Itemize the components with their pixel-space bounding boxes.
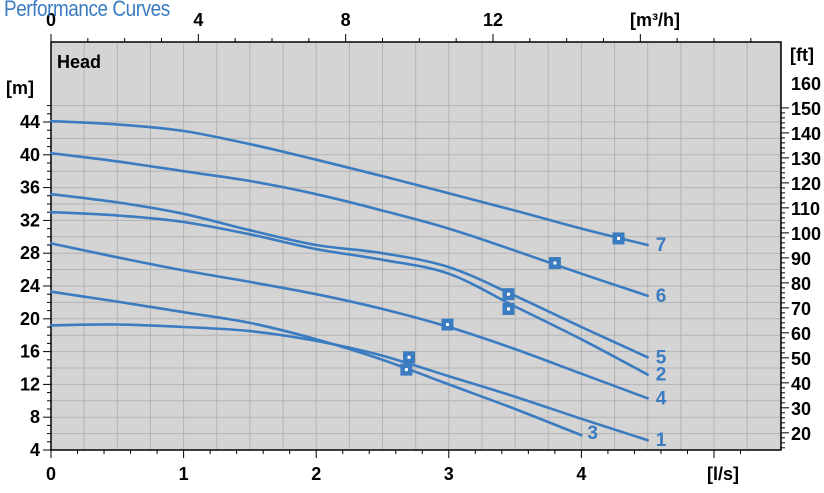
right-axis-tick-label: 100 [791, 224, 821, 244]
bottom-axis-tick-label: 2 [311, 464, 321, 484]
right-axis-tick-label: 160 [791, 74, 821, 94]
series-label-2: 2 [656, 365, 667, 386]
right-axis-tick-label: 150 [791, 99, 821, 119]
top-axis-tick-label: 12 [483, 10, 503, 30]
series-marker-center-5 [506, 292, 510, 296]
left-axis-tick-label: 4 [30, 440, 40, 460]
right-axis-tick-label: 130 [791, 149, 821, 169]
left-axis-tick-label: 36 [20, 178, 40, 198]
plot-head-label: Head [57, 52, 101, 72]
series-label-5: 5 [656, 347, 667, 368]
series-label-4: 4 [656, 388, 667, 409]
left-axis-tick-label: 8 [30, 407, 40, 427]
series-line-5 [49, 192, 649, 359]
right-axis-tick-label: 60 [791, 324, 811, 344]
chart-title: Performance Curves [4, 0, 170, 21]
left-axis-unit-label: [m] [6, 78, 34, 98]
series-line-4 [49, 242, 649, 400]
left-axis-tick-label: 16 [20, 342, 40, 362]
top-axis-tick-label: 4 [193, 10, 203, 30]
right-axis-unit-label: [ft] [790, 45, 814, 65]
top-axis-unit-label: [m³/h] [630, 10, 680, 30]
series-marker-center-3 [404, 368, 408, 372]
series-marker-center-6 [553, 261, 557, 265]
right-axis-tick-label: 40 [791, 374, 811, 394]
bottom-axis-tick-label: 1 [179, 464, 189, 484]
right-axis-tick-label: 140 [791, 124, 821, 144]
right-axis-tick-label: 30 [791, 399, 811, 419]
series-marker-center-2 [506, 307, 510, 311]
series-line-3 [49, 290, 583, 437]
right-axis-tick-label: 90 [791, 249, 811, 269]
left-axis-tick-label: 20 [20, 309, 40, 329]
series-marker-center-4 [445, 323, 449, 327]
bottom-axis-tick-label: 3 [444, 464, 454, 484]
right-axis-tick-label: 110 [791, 199, 820, 219]
right-axis-tick-label: 80 [791, 274, 811, 294]
bottom-axis-tick-label: 4 [576, 464, 586, 484]
right-axis-tick-label: 50 [791, 349, 811, 369]
series-label-1: 1 [656, 430, 667, 451]
bottom-axis-tick-label: 0 [46, 464, 56, 484]
left-axis-tick-label: 12 [20, 374, 40, 394]
right-axis-tick-label: 120 [791, 174, 821, 194]
plot-frame [50, 41, 782, 451]
series-line-7 [49, 119, 649, 247]
right-axis-tick-label: 70 [791, 299, 811, 319]
series-label-3: 3 [587, 423, 598, 444]
left-axis-tick-label: 28 [20, 243, 40, 263]
left-axis-tick-label: 24 [20, 276, 40, 296]
top-axis-tick-label: 0 [46, 10, 56, 30]
series-marker-center-7 [617, 236, 621, 240]
left-axis-tick-label: 40 [20, 145, 40, 165]
series-label-7: 7 [656, 235, 667, 256]
right-axis-tick-label: 20 [791, 424, 811, 444]
series-line-2 [49, 210, 649, 376]
left-axis-tick-label: 32 [20, 210, 40, 230]
series-line-1 [49, 323, 649, 442]
series-marker-center-1 [407, 355, 411, 359]
bottom-axis-unit-label: [l/s] [707, 464, 739, 484]
series-line-6 [49, 151, 649, 298]
left-axis-tick-label: 44 [20, 112, 40, 132]
series-label-6: 6 [656, 286, 667, 307]
top-axis-tick-label: 8 [341, 10, 351, 30]
